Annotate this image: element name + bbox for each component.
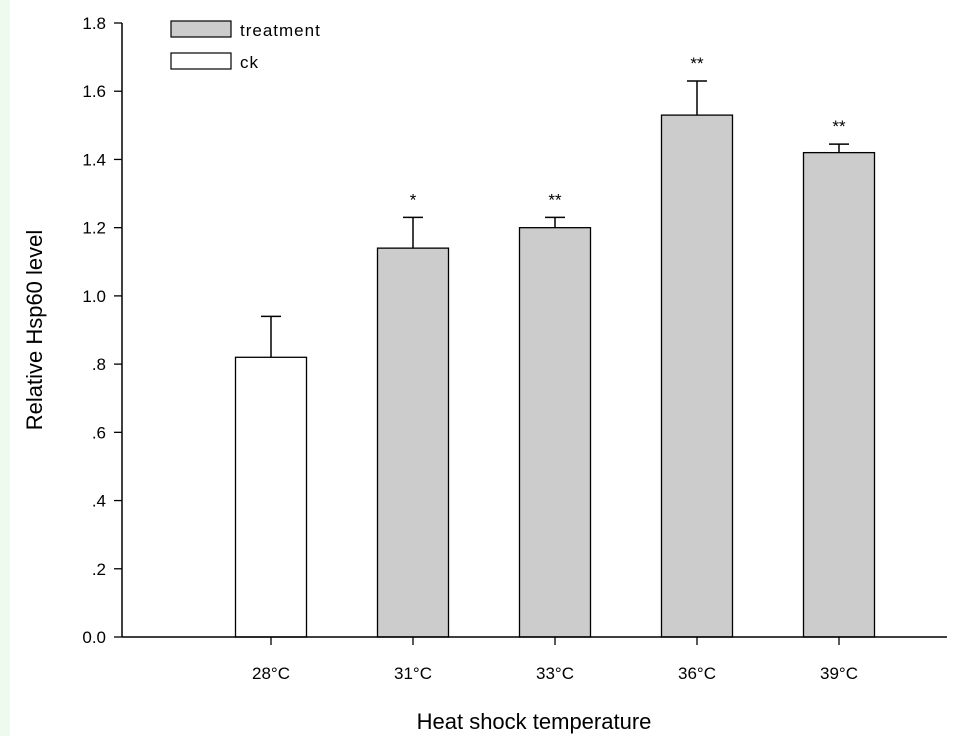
bar-treatment <box>660 114 734 638</box>
legend: treatment ck <box>170 20 321 72</box>
y-ticks: 0.0 .2 .4 .6 .8 1.0 1.2 1.4 1.6 1.8 <box>82 14 122 647</box>
legend-swatch-treatment <box>170 20 232 38</box>
y-tick-label: 0.0 <box>82 628 106 647</box>
y-axis-title: Relative Hsp60 level <box>22 230 47 431</box>
legend-label-ck: ck <box>240 53 259 72</box>
y-tick-label: 1.2 <box>82 219 106 238</box>
y-tick-label: .2 <box>92 560 106 579</box>
bar-treatment <box>376 247 450 638</box>
significance-marker: ** <box>548 190 562 209</box>
x-tick-label: 28°C <box>252 664 290 683</box>
y-tick-label: 1.8 <box>82 14 106 33</box>
significance-marker: * <box>410 190 417 209</box>
x-tick-label: 33°C <box>536 664 574 683</box>
legend-swatch-ck <box>170 52 232 70</box>
bar-treatment <box>518 227 592 638</box>
x-tick-label: 36°C <box>678 664 716 683</box>
y-tick-label: 1.0 <box>82 287 106 306</box>
x-axis: 28°C 31°C 33°C 36°C 39°C <box>122 636 947 683</box>
y-tick-label: .4 <box>92 492 106 511</box>
significance-marker: ** <box>832 117 846 136</box>
y-tick-label: .6 <box>92 423 106 442</box>
bar-chart: * ****** 0.0.2.4.6.81.01.21.41.61.8 28°C 3… <box>22 14 947 734</box>
bar-ck <box>234 356 308 638</box>
significance-marker: ** <box>690 54 704 73</box>
y-tick-label: 1.6 <box>82 82 106 101</box>
error-bars-group <box>261 80 849 358</box>
y-tick-label: 1.4 <box>82 150 106 169</box>
legend-label-treatment: treatment <box>240 21 321 40</box>
bar-treatment <box>802 151 876 638</box>
x-tick-label: 31°C <box>394 664 432 683</box>
x-ticks: 28°C 31°C 33°C 36°C 39°C <box>252 637 858 683</box>
y-axis: 0.0 .2 .4 .6 .8 1.0 1.2 1.4 1.6 1.8 <box>82 14 123 647</box>
x-tick-label: 39°C <box>820 664 858 683</box>
y-tick-label: .8 <box>92 355 106 374</box>
significance-group: * ****** <box>410 54 846 209</box>
x-axis-title: Heat shock temperature <box>417 709 652 734</box>
figure-panel: * ** ** ** 0.0.2.4.6.8 1.0 1.2 1.4 1.6 1.8 28°C 3… <box>10 0 964 736</box>
